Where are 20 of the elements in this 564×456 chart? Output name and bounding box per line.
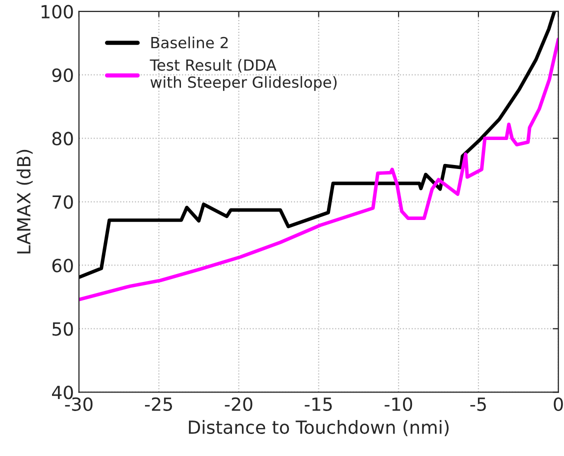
x-tick-label: -20 <box>224 397 252 411</box>
y-tick-label: 40 <box>52 386 73 400</box>
y-tick-label: 50 <box>52 322 73 336</box>
y-tick-label: 70 <box>52 195 73 209</box>
x-tick-label: -10 <box>384 397 412 411</box>
y-tick-label: 60 <box>52 258 73 272</box>
x-tick-label: -5 <box>470 398 486 411</box>
x-tick-label: 0 <box>554 397 563 411</box>
line-series <box>78 11 556 280</box>
y-tick-label: 100 <box>42 4 73 19</box>
x-tick-label: -25 <box>145 397 172 411</box>
x-tick-label: -15 <box>304 398 332 411</box>
legend-label: Baseline 2 <box>151 36 228 48</box>
x-tick-label: -30 <box>65 397 93 411</box>
y-tick-label: 80 <box>52 132 73 146</box>
y-axis-title: LAMAX (dB) <box>16 150 33 254</box>
legend-label: Test Result (DDA with Steeper Glideslope) <box>150 59 337 91</box>
x-axis-title: Distance to Touchdown (nmi) <box>188 420 449 436</box>
y-tick-label: 90 <box>52 68 73 82</box>
line-series <box>78 38 558 302</box>
